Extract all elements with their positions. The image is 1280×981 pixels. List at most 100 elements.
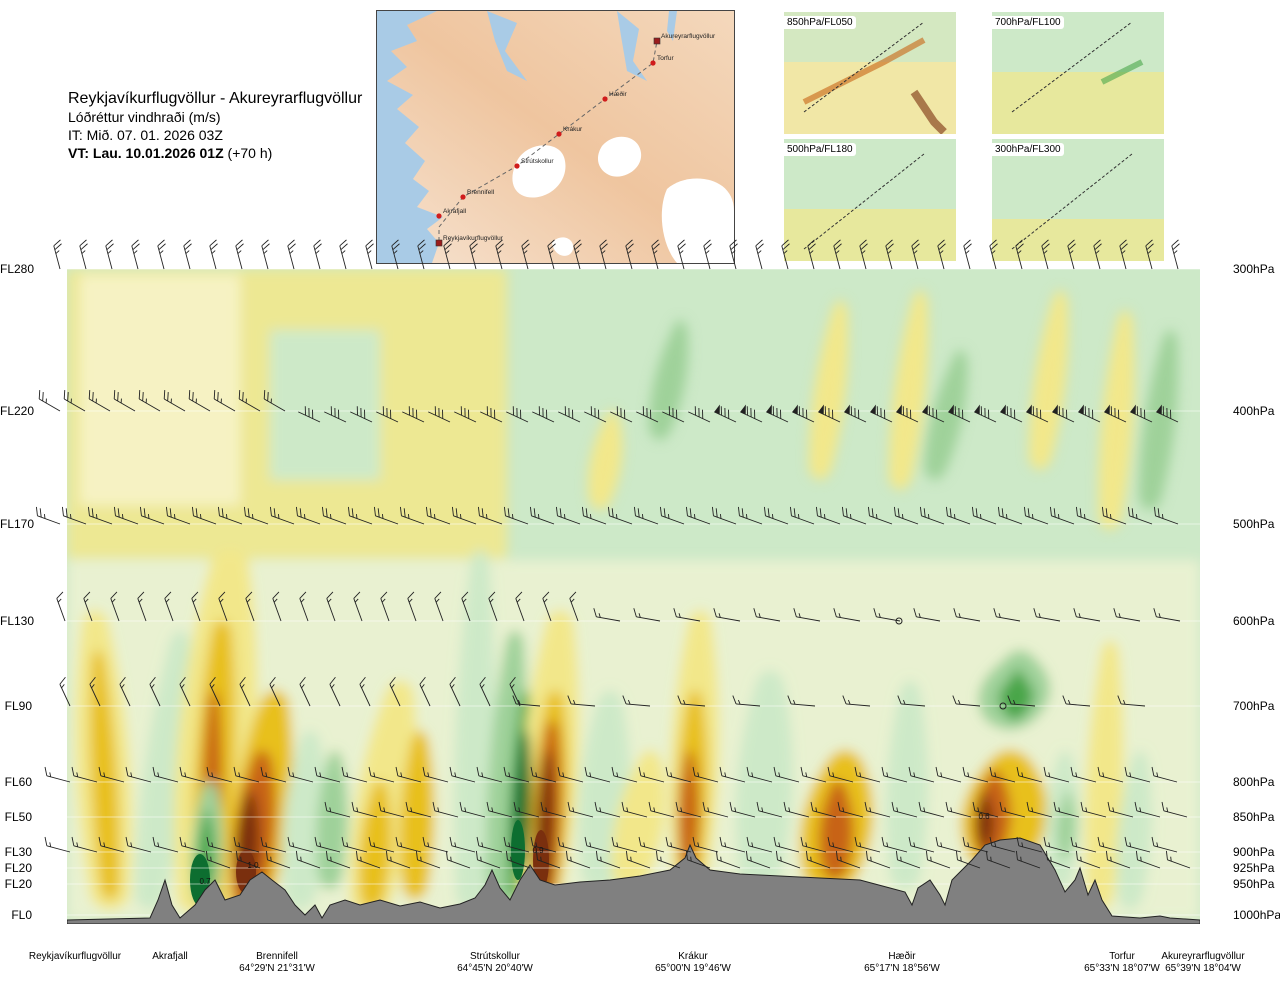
wind-barb (515, 591, 525, 622)
wind-barb (488, 591, 498, 622)
wind-barb (239, 676, 251, 707)
wind-barb (827, 766, 854, 783)
updraft-column (588, 410, 623, 510)
thumbnail-300hpa[interactable]: 300hPa/FL300 (992, 139, 1164, 261)
wind-barb (897, 695, 926, 707)
wind-barb (503, 506, 529, 525)
airport-marker (653, 37, 661, 45)
wind-barb (165, 506, 191, 525)
wind-barb (299, 591, 309, 622)
wind-barb (152, 836, 179, 853)
wind-barb (837, 801, 864, 818)
wind-barb (1026, 801, 1053, 818)
wind-barb (783, 801, 810, 818)
wind-barb (269, 506, 295, 525)
wind-barb (864, 801, 891, 818)
wind-barb (389, 676, 401, 707)
wind-barb (1070, 766, 1097, 783)
wind-barb (353, 591, 363, 622)
wind-barb (775, 850, 801, 869)
wind-barb (1153, 506, 1179, 525)
pressure-level-label: 950hPa (1233, 877, 1275, 891)
wind-barb (476, 766, 503, 783)
pressure-level-label: 1000hPa (1233, 908, 1280, 922)
updraft-column (90, 650, 120, 900)
calm-wind-marker (999, 702, 1007, 710)
thumbnail-500hpa[interactable]: 500hPa/FL180 (784, 139, 956, 261)
wind-barb (138, 390, 161, 412)
wind-barb (913, 608, 941, 622)
wind-barb (260, 836, 287, 853)
wind-barb (79, 239, 88, 270)
wind-barb (692, 836, 719, 853)
wind-barb (800, 766, 827, 783)
max-value-annotations: 0.7 1.0 0.9 0.6 (199, 812, 990, 886)
wind-barb (434, 591, 444, 622)
waypoint-marker (460, 194, 466, 200)
wind-barb (557, 836, 584, 853)
wind-barb (405, 801, 432, 818)
wind-barb (98, 836, 125, 853)
wind-barb (584, 766, 611, 783)
wind-barb (238, 390, 261, 412)
wind-barb (881, 836, 908, 853)
wind-barb (895, 850, 921, 869)
wind-barb (35, 506, 61, 525)
waypoint-marker (556, 131, 562, 137)
wind-barb (235, 850, 261, 869)
wind-barb (703, 239, 712, 270)
wind-barb (535, 850, 561, 869)
wind-barb (555, 506, 581, 525)
wind-barb (105, 239, 114, 270)
flight-level-label: FL50 (4, 810, 32, 824)
updraft-column (359, 780, 392, 910)
wind-barb (756, 801, 783, 818)
wind-barb (665, 766, 692, 783)
thumbnail-850hpa[interactable]: 850hPa/FL050 (784, 12, 956, 134)
wind-barb (908, 836, 935, 853)
wind-barb (989, 766, 1016, 783)
route-points: Akureyrarflugvöllur Torfur Hæðir Krákur Strú… (435, 33, 716, 247)
thumbnail-label: 700hPa/FL100 (992, 16, 1064, 29)
wind-barb (119, 676, 131, 707)
location-coord: 64°29'N 21°31'W (239, 963, 315, 974)
downdraft-column (1116, 750, 1153, 910)
thumbnail-700hpa[interactable]: 700hPa/FL100 (992, 12, 1164, 134)
waypoint-label: Brennifell (467, 189, 495, 196)
wind-barb (179, 766, 206, 783)
wind-barb (755, 239, 764, 270)
wind-barb (1007, 695, 1036, 707)
wind-barb (59, 676, 71, 707)
wind-barb (479, 676, 491, 707)
wind-barb (269, 676, 281, 707)
wind-barb (1075, 506, 1101, 525)
flight-level-label: FL20 (4, 877, 32, 891)
wind-barb (505, 850, 531, 869)
wind-barb (287, 836, 314, 853)
wind-barb (83, 591, 93, 622)
wind-barb (395, 766, 422, 783)
wind-barb-strong (1130, 404, 1153, 423)
route-map: Akureyrarflugvöllur Torfur Hæðir Krákur Strú… (376, 10, 735, 264)
wind-barb (702, 801, 729, 818)
wind-barb (1101, 506, 1127, 525)
wind-barb (476, 836, 503, 853)
wind-barb (599, 239, 608, 270)
pressure-level-label: 850hPa (1233, 810, 1275, 824)
wind-barb (359, 676, 371, 707)
wind-barb (53, 239, 62, 270)
wind-barb-strong (766, 404, 789, 423)
wind-barb (469, 239, 478, 270)
wind-barb (1045, 850, 1071, 869)
wind-barb (1097, 766, 1124, 783)
wind-barb (263, 390, 286, 412)
wind-barb (665, 836, 692, 853)
wind-barb (675, 801, 702, 818)
fjord (487, 11, 527, 81)
pressure-level-label: 700hPa (1233, 699, 1275, 713)
wind-barb (321, 506, 347, 525)
wind-barb (1135, 850, 1161, 869)
wind-barb (314, 836, 341, 853)
location-label: Torfur 65°33'N 18°07'W (1047, 951, 1197, 975)
wind-barb (137, 591, 147, 622)
